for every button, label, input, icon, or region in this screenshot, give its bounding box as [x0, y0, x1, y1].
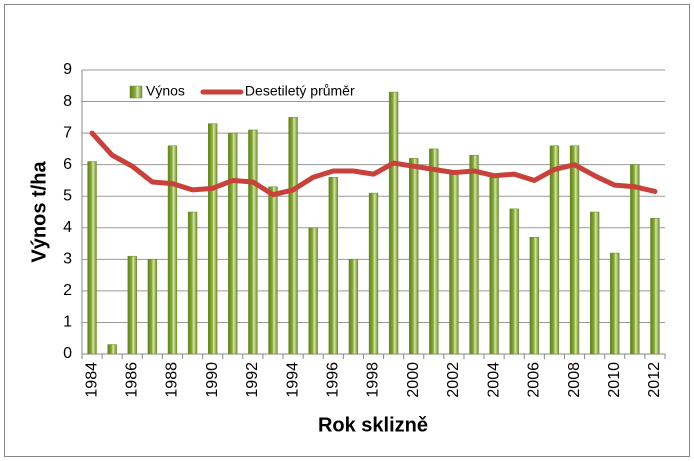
- x-tick-label: 2000: [405, 362, 422, 398]
- y-axis-title: Výnos t/ha: [28, 161, 50, 263]
- bar: [127, 255, 137, 355]
- bar: [388, 91, 399, 355]
- legend-swatch: [129, 85, 143, 99]
- bar: [449, 170, 459, 355]
- y-tick-label: 0: [63, 345, 72, 362]
- bar: [549, 145, 560, 355]
- bar: [167, 145, 178, 355]
- bar: [288, 117, 298, 355]
- bar: [630, 164, 640, 355]
- bar: [328, 177, 338, 355]
- x-tick-label: 2002: [445, 362, 462, 398]
- bar: [368, 192, 379, 355]
- bar: [650, 218, 660, 355]
- bar: [489, 177, 499, 355]
- chart-border: [4, 4, 690, 457]
- y-tick-label: 9: [63, 61, 72, 78]
- x-tick-label: 1986: [123, 362, 140, 398]
- y-tick-label: 8: [63, 93, 72, 110]
- x-tick-label: 2006: [526, 362, 543, 398]
- bar: [529, 236, 540, 355]
- y-tick-label: 7: [63, 124, 72, 141]
- y-tick-label: 5: [63, 187, 72, 204]
- y-tick-label: 2: [63, 282, 72, 299]
- bar: [87, 161, 97, 355]
- x-tick-label: 2010: [606, 362, 623, 398]
- bar: [187, 211, 198, 355]
- bar: [409, 158, 419, 355]
- x-tick-label: 1998: [365, 362, 382, 398]
- bar: [268, 186, 278, 355]
- line: [89, 130, 658, 198]
- bar: [147, 259, 158, 355]
- y-tick-label: 6: [63, 156, 72, 173]
- y-tick-label: 1: [63, 314, 72, 331]
- y-tick-label: 4: [63, 219, 72, 236]
- x-tick-label: 2004: [485, 362, 502, 398]
- legend-label: Desetiletý průměr: [245, 83, 355, 99]
- bar: [207, 123, 218, 355]
- bar: [610, 252, 620, 355]
- bar: [107, 344, 117, 355]
- x-tick-label: 1988: [164, 362, 181, 398]
- legend-label: Výnos: [146, 83, 185, 99]
- bar: [348, 259, 359, 355]
- bar: [308, 227, 318, 355]
- bar: [569, 145, 580, 355]
- bar: [248, 129, 258, 355]
- bar: [469, 154, 479, 355]
- x-tick-label: 1994: [284, 362, 301, 398]
- x-tick-label: 1990: [204, 362, 221, 398]
- bar: [509, 208, 519, 355]
- y-tick-label: 3: [63, 251, 72, 268]
- x-tick-label: 2012: [646, 362, 663, 398]
- x-tick-label: 2008: [566, 362, 583, 398]
- bar: [589, 211, 600, 355]
- x-tick-label: 1996: [325, 362, 342, 398]
- bar: [429, 148, 439, 355]
- x-tick-label: 1992: [244, 362, 261, 398]
- x-axis-title: Rok sklizně: [318, 414, 428, 436]
- bar: [228, 132, 238, 355]
- x-tick-label: 1984: [83, 362, 100, 398]
